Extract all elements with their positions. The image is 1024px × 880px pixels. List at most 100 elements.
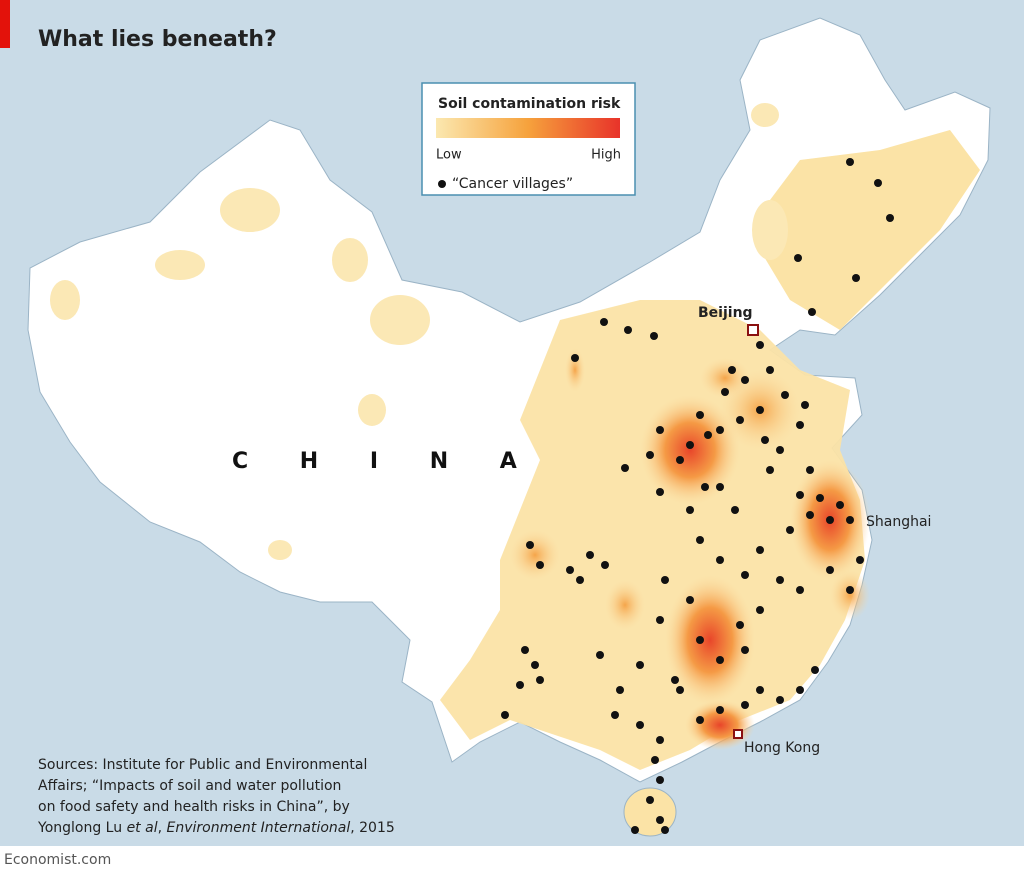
legend-dots-label: “Cancer villages” (452, 176, 573, 192)
cancer-village (796, 421, 804, 429)
cancer-village (704, 431, 712, 439)
legend-high: High (591, 148, 621, 163)
cancer-village (728, 366, 736, 374)
cancer-village (501, 711, 509, 719)
cancer-village (806, 511, 814, 519)
cancer-village (766, 366, 774, 374)
sources-line: on food safety and health risks in China… (38, 799, 350, 815)
hong-kong-marker (733, 729, 743, 739)
cancer-village (761, 436, 769, 444)
cancer-village (874, 179, 882, 187)
cancer-village (741, 376, 749, 384)
cancer-village (716, 556, 724, 564)
cancer-village (671, 676, 679, 684)
cancer-village (776, 446, 784, 454)
sources-text: , (158, 820, 167, 836)
cancer-village (566, 566, 574, 574)
legend-dot (438, 180, 446, 188)
cancer-village (756, 341, 764, 349)
cancer-village (611, 711, 619, 719)
cancer-village (651, 756, 659, 764)
cancer-village (521, 646, 529, 654)
cancer-village (716, 706, 724, 714)
brand: Economist.com (4, 852, 111, 868)
cancer-village (636, 661, 644, 669)
footer-band (0, 846, 1024, 876)
cancer-village (526, 541, 534, 549)
cancer-village (686, 596, 694, 604)
cancer-village (656, 616, 664, 624)
cancer-village (516, 681, 524, 689)
beijing-marker (747, 324, 759, 336)
city-label: Shanghai (866, 514, 931, 530)
cancer-village (676, 456, 684, 464)
cancer-village (656, 488, 664, 496)
cancer-village (601, 561, 609, 569)
cancer-village (846, 586, 854, 594)
cancer-village (731, 506, 739, 514)
cancer-village (811, 666, 819, 674)
legend-title: Soil contamination risk (438, 96, 621, 112)
cancer-village (741, 701, 749, 709)
cancer-village (696, 411, 704, 419)
cancer-village (741, 646, 749, 654)
cancer-village (741, 571, 749, 579)
cancer-village (586, 551, 594, 559)
cancer-village (756, 686, 764, 694)
cancer-village (600, 318, 608, 326)
cancer-village (721, 388, 729, 396)
cancer-village (806, 466, 814, 474)
title-accent (0, 0, 10, 48)
cancer-village (696, 716, 704, 724)
cancer-village (796, 491, 804, 499)
sources-text: Environment International (167, 820, 351, 836)
legend: Soil contamination risk Low High “Cancer… (421, 82, 636, 196)
sources-text: , 2015 (350, 820, 395, 836)
cancer-village (656, 426, 664, 434)
cancer-village (826, 566, 834, 574)
cancer-village (736, 416, 744, 424)
cancer-village (776, 576, 784, 584)
cancer-village (756, 546, 764, 554)
cancer-village (661, 826, 669, 834)
cancer-village (536, 676, 544, 684)
title: What lies beneath? (38, 27, 277, 52)
hotspots (510, 348, 870, 750)
city-label: Hong Kong (744, 740, 820, 756)
cancer-village (886, 214, 894, 222)
cancer-village (716, 483, 724, 491)
cancer-village (656, 736, 664, 744)
cancer-village (796, 586, 804, 594)
cancer-village (676, 686, 684, 694)
sources-line: Yonglong Lu et al, Environment Internati… (37, 820, 395, 836)
cancer-village (571, 354, 579, 362)
sources-text: Yonglong Lu (37, 820, 127, 836)
sources-line: Affairs; “Impacts of soil and water poll… (38, 778, 341, 794)
cancer-village (536, 561, 544, 569)
risk-area (760, 130, 980, 330)
hainan (623, 787, 677, 837)
sources-line: Sources: Institute for Public and Enviro… (38, 757, 367, 773)
risk-patches (50, 103, 788, 560)
cancer-village (696, 636, 704, 644)
cancer-village (716, 426, 724, 434)
cancer-village (621, 464, 629, 472)
cancer-village (786, 526, 794, 534)
cancer-village (636, 721, 644, 729)
cancer-village (576, 576, 584, 584)
cancer-village (766, 466, 774, 474)
country-label: C H I N A (232, 449, 539, 474)
cancer-village (616, 686, 624, 694)
cancer-village (701, 483, 709, 491)
cancer-village (781, 391, 789, 399)
cancer-village (756, 606, 764, 614)
cancer-village (624, 326, 632, 334)
cancer-village (856, 556, 864, 564)
cancer-village (696, 536, 704, 544)
cancer-village (646, 796, 654, 804)
cancer-village (816, 494, 824, 502)
cancer-village (686, 506, 694, 514)
cancer-village (808, 308, 816, 316)
cancer-villages (501, 158, 894, 834)
